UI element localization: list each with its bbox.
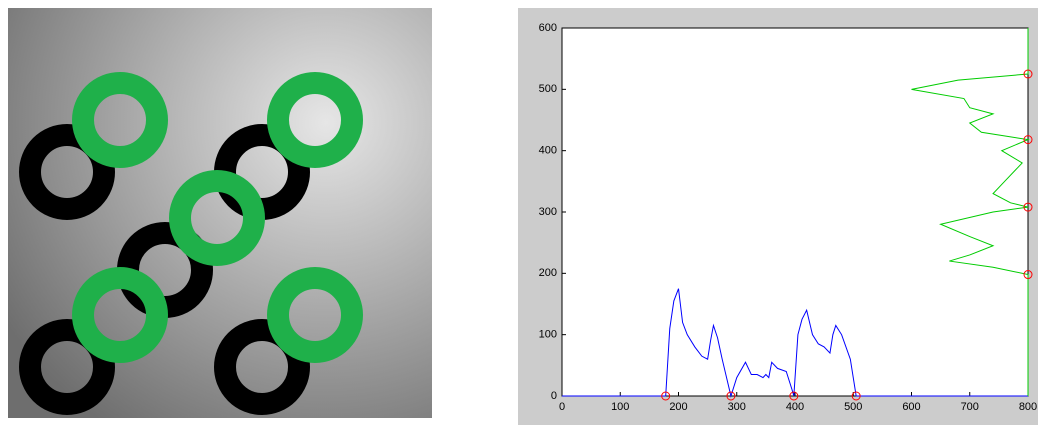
x-tick-label: 600 [902, 401, 920, 413]
x-tick-label: 400 [786, 401, 804, 413]
y-tick-label: 0 [551, 390, 557, 402]
y-tick-label: 600 [539, 22, 557, 34]
y-tick-label: 300 [539, 206, 557, 218]
axes-box [562, 28, 1028, 396]
page: {"chart_data": {"type": "line", "xlim": … [0, 0, 1038, 425]
figure: 0 100 200 300 400 500 600 700 800 0 100 200 300 400 50… [0, 0, 1038, 425]
x-tick-label: 0 [559, 401, 565, 413]
y-tick-label: 100 [539, 329, 557, 341]
x-tick-label: 300 [728, 401, 746, 413]
x-tick-label: 500 [844, 401, 862, 413]
y-tick-label: 500 [539, 83, 557, 95]
x-tick-label: 800 [1019, 401, 1037, 413]
y-tick-label: 400 [539, 145, 557, 157]
ring-image [8, 8, 432, 418]
y-tick-label: 200 [539, 267, 557, 279]
x-tick-label: 100 [611, 401, 629, 413]
x-tick-label: 200 [669, 401, 687, 413]
x-tick-label: 700 [961, 401, 979, 413]
